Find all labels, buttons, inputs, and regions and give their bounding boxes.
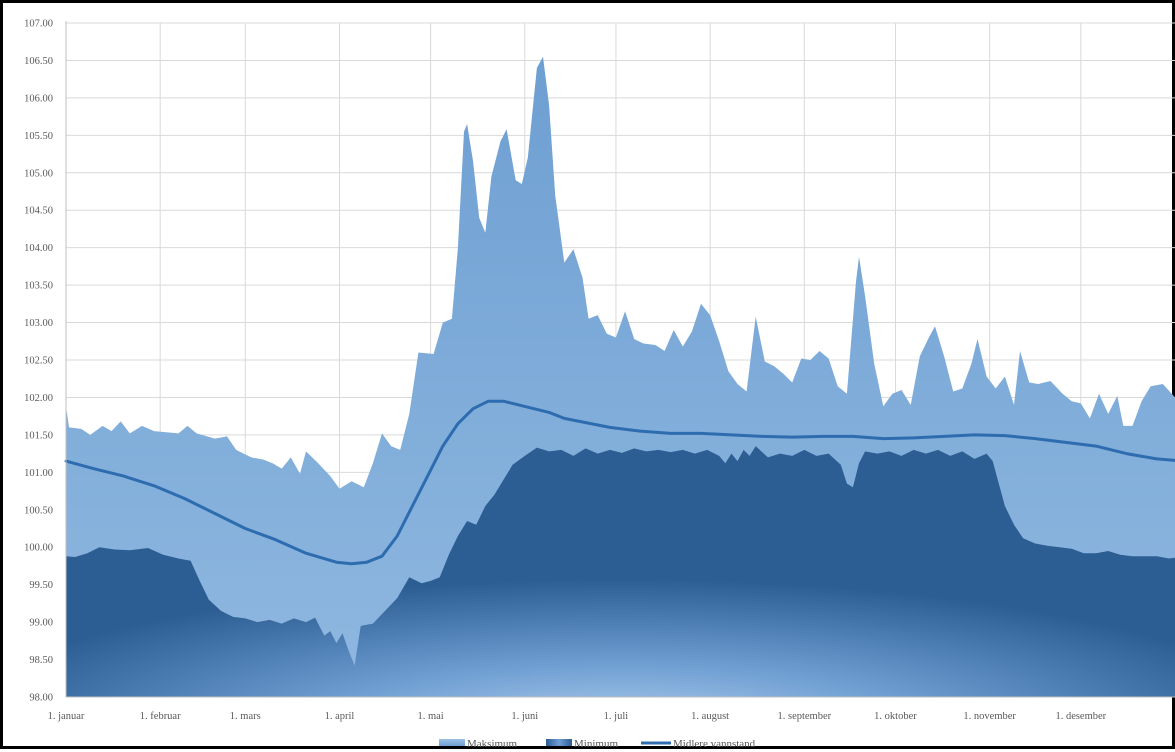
x-tick-label: 1. oktober (874, 711, 917, 722)
x-tick-labels: 1. januar 1. februar 1. mars 1. april 1. mai… (48, 711, 1107, 722)
x-tick-label: 1. april (325, 711, 355, 722)
x-tick-label: 1. august (691, 711, 729, 722)
y-tick-label: 106.50 (24, 56, 53, 67)
legend-swatch-minimum (546, 739, 572, 746)
y-tick-label: 107.00 (24, 19, 53, 30)
x-tick-label: 1. mars (230, 711, 261, 722)
series-area-minimum (66, 446, 1175, 697)
y-tick-label: 101.50 (24, 430, 53, 441)
y-tick-label: 98.50 (29, 655, 53, 666)
y-tick-label: 106.00 (24, 93, 53, 104)
x-tick-label: 1. mai (417, 711, 443, 722)
series-lines (64, 399, 1175, 566)
series-areas (66, 56, 1175, 697)
x-tick-label: 1. juni (511, 711, 538, 722)
legend-label-minimum: Minimum (574, 738, 618, 750)
y-tick-label: 99.00 (29, 618, 53, 629)
legend-label-midlere-vannstand: Midlere vannstand (673, 738, 756, 750)
legend-swatch-maksimum (439, 739, 465, 746)
y-tick-label: 102.50 (24, 356, 53, 367)
y-tick-label: 102.00 (24, 393, 53, 404)
y-tick-label: 101.00 (24, 468, 53, 479)
series-line-midlere-vannstand (64, 399, 1175, 566)
legend-label-maksimum: Maksimum (467, 738, 518, 750)
axes (65, 21, 1175, 698)
x-tick-label: 1. februar (140, 711, 181, 722)
x-tick-label: 1. juli (604, 711, 629, 722)
x-tick-label: 1. november (963, 711, 1016, 722)
y-tick-label: 100.00 (24, 543, 53, 554)
y-tick-labels: 98.00 98.50 99.00 99.50 100.00 100.50 101.00 10… (24, 19, 53, 704)
legend: Maksimum Minimum Midlere vannstand (439, 738, 756, 750)
y-tick-label: 99.50 (29, 580, 53, 591)
y-tick-label: 105.00 (24, 168, 53, 179)
y-tick-label: 98.00 (29, 693, 53, 704)
y-tick-label: 100.50 (24, 505, 53, 516)
x-tick-label: 1. desember (1055, 711, 1106, 722)
area-chart: 98.00 98.50 99.00 99.50 100.00 100.50 101.00 10… (24, 19, 1175, 750)
x-tick-label: 1. september (777, 711, 831, 722)
y-tick-label: 104.50 (24, 206, 53, 217)
y-tick-label: 105.50 (24, 131, 53, 142)
x-tick-label: 1. januar (48, 711, 85, 722)
y-tick-label: 103.00 (24, 318, 53, 329)
y-tick-label: 103.50 (24, 281, 53, 292)
y-tick-label: 104.00 (24, 243, 53, 254)
